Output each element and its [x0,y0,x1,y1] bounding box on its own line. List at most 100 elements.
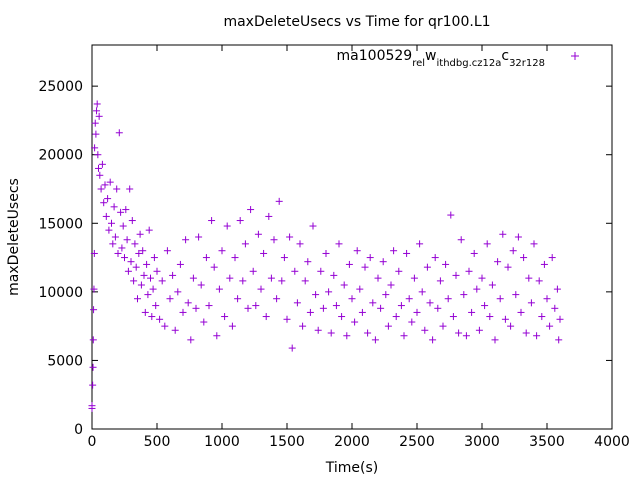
data-point [543,295,551,303]
data-point [330,271,338,279]
data-point [195,233,203,241]
data-point [104,195,112,203]
data-point [174,288,182,296]
data-point [431,254,439,262]
data-point [171,326,179,334]
data-point [512,291,520,299]
data-point [481,302,489,310]
data-point [501,315,509,323]
data-point [548,254,556,262]
x-tick-label: 3000 [464,434,500,450]
data-point [395,267,403,275]
data-point [530,240,538,248]
data-point [136,230,144,238]
data-point [301,277,309,285]
data-point [387,281,395,289]
data-point [468,308,476,316]
x-tick-label: 0 [88,434,97,450]
data-point [462,332,470,340]
data-point [309,222,317,230]
data-point [145,226,153,234]
data-point [106,178,114,186]
data-point [429,336,437,344]
data-point [475,326,483,334]
data-point [280,254,288,262]
data-point [118,244,126,252]
data-point [382,291,390,299]
legend-text-part: ma100529 [337,48,413,64]
data-point [254,230,262,238]
data-point [436,277,444,285]
data-point [93,107,101,115]
data-point [109,240,117,248]
data-point [273,295,281,303]
data-point [134,295,141,303]
data-point [486,313,494,321]
data-point [525,274,533,282]
data-point [379,258,387,266]
legend-text-part: ithdbg.cz12a [437,58,502,69]
data-point [286,233,294,241]
data-point [546,322,554,330]
data-point [150,254,158,262]
data-point [314,326,322,334]
data-point [403,249,411,257]
data-point [413,308,421,316]
data-point [465,267,473,275]
data-point [90,285,98,293]
data-point [348,295,356,303]
data-point [353,247,361,255]
data-point [117,208,125,216]
data-point [140,271,148,279]
data-point [551,304,559,312]
data-point [275,197,283,205]
data-point [88,402,96,410]
data-point [236,217,244,225]
data-point [421,326,429,334]
data-point [400,332,408,340]
data-point [517,308,525,316]
data-point [327,329,335,337]
data-point [369,299,377,307]
data-point [110,203,118,211]
data-point [153,267,161,275]
data-point [128,217,136,225]
data-point [509,247,517,255]
data-point [95,112,103,120]
data-point [418,288,426,296]
data-point [102,212,110,220]
data-point [405,295,413,303]
data-point [163,247,171,255]
data-point [340,281,348,289]
data-point [296,240,304,248]
data-point [457,236,465,244]
data-point [504,263,512,271]
y-tick-label: 25000 [38,79,83,95]
data-point [533,332,541,340]
data-point [312,291,320,299]
data-point [244,304,252,312]
x-tick-label: 2000 [334,434,370,450]
x-axis: 0 500 1000 1500 2000 2500 3000 3500 4000 [88,45,630,450]
plot-area-border [91,44,613,430]
data-point [90,306,98,314]
data-point [189,274,197,282]
data-point [148,313,156,321]
data-point [221,313,229,321]
data-point [343,332,351,340]
data-point [156,315,164,323]
data-point [149,285,157,293]
data-point [152,302,160,310]
data-point [241,240,249,248]
data-point [111,233,119,241]
x-tick-label: 2500 [399,434,435,450]
data-point [491,336,499,344]
data-point [223,222,231,230]
data-point [208,217,216,225]
legend-marker [571,52,579,60]
data-point [184,299,192,307]
data-point [358,308,366,316]
data-point [455,329,463,337]
data-point [135,249,143,257]
data-point [520,254,528,262]
